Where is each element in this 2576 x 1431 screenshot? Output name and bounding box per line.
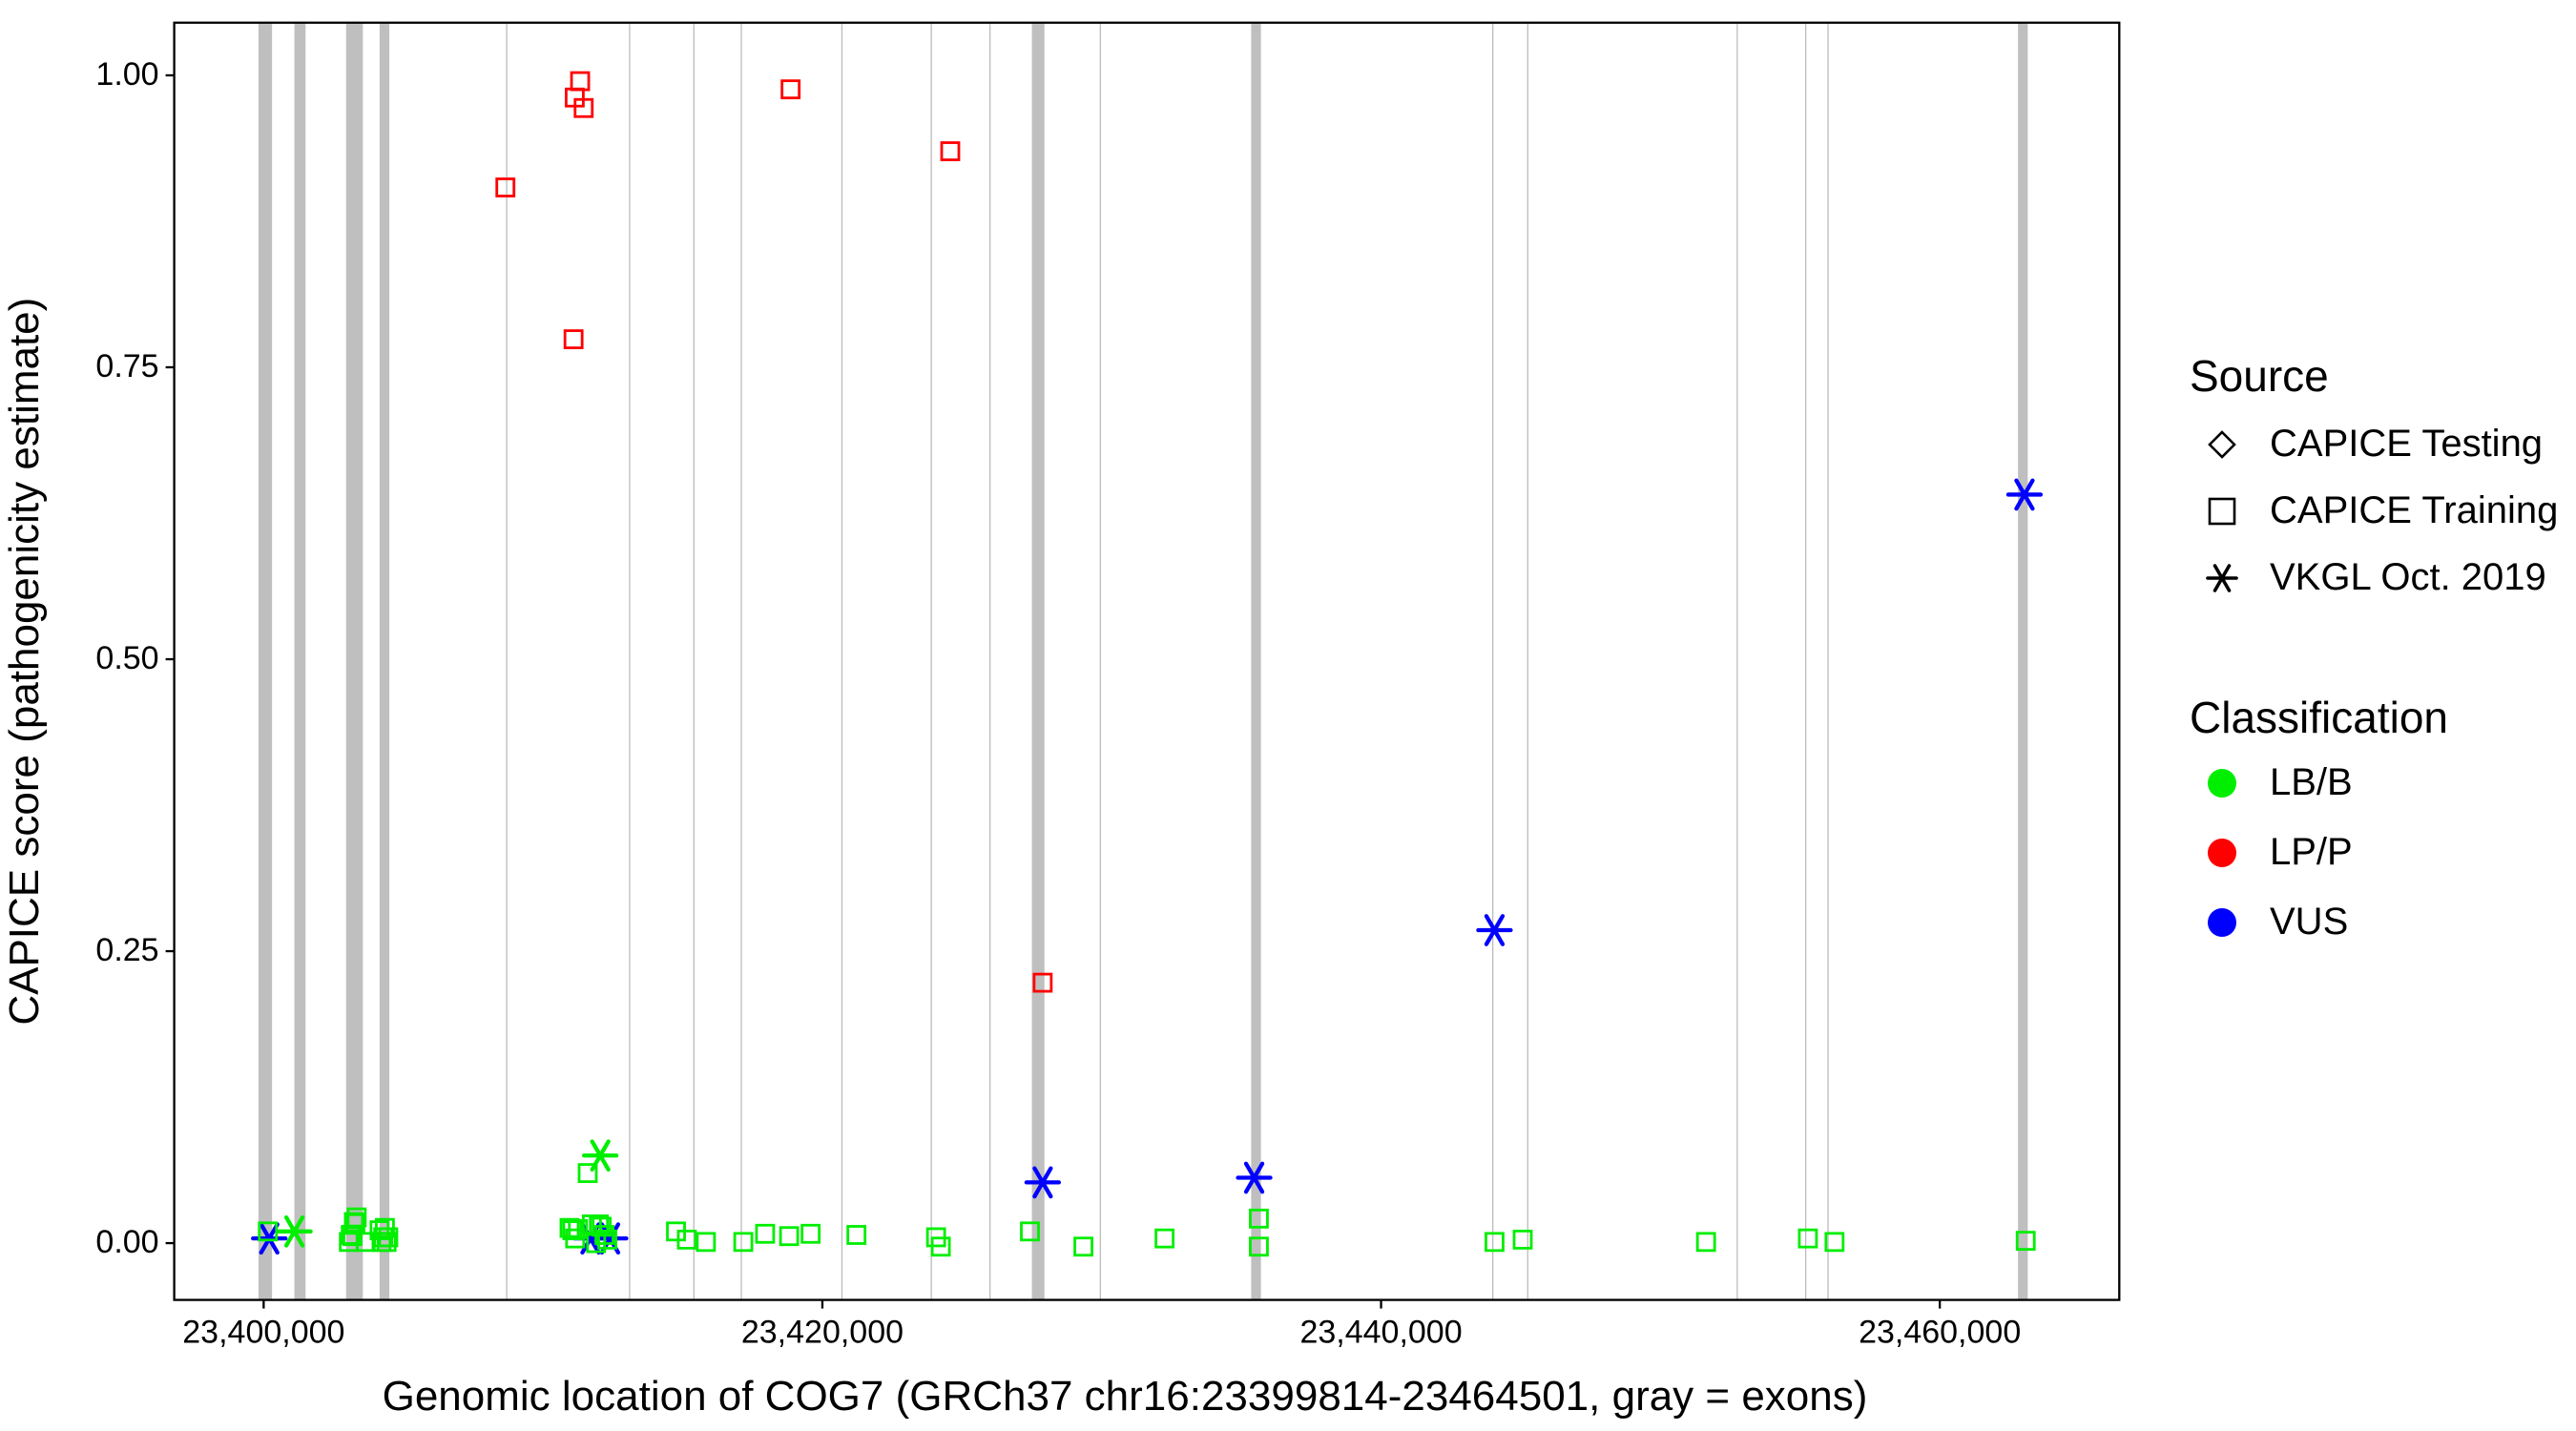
- svg-text:23,420,000: 23,420,000: [741, 1315, 904, 1351]
- svg-text:LP/P: LP/P: [2270, 831, 2353, 873]
- svg-text:Source: Source: [2190, 351, 2329, 401]
- svg-text:23,440,000: 23,440,000: [1299, 1315, 1462, 1351]
- svg-text:23,400,000: 23,400,000: [182, 1315, 344, 1351]
- svg-text:VKGL Oct. 2019: VKGL Oct. 2019: [2270, 556, 2546, 598]
- svg-text:23,460,000: 23,460,000: [1859, 1315, 2021, 1351]
- svg-text:0.50: 0.50: [95, 640, 158, 676]
- svg-text:CAPICE Testing: CAPICE Testing: [2270, 423, 2543, 465]
- svg-text:CAPICE score (pathogenicity es: CAPICE score (pathogenicity estimate): [1, 298, 48, 1026]
- svg-text:0.00: 0.00: [95, 1224, 158, 1260]
- svg-text:Classification: Classification: [2190, 693, 2448, 742]
- svg-text:Genomic location of COG7 (GRCh: Genomic location of COG7 (GRCh37 chr16:2…: [383, 1373, 1868, 1420]
- svg-text:1.00: 1.00: [95, 56, 158, 93]
- svg-text:CAPICE Training: CAPICE Training: [2270, 489, 2558, 531]
- svg-text:0.25: 0.25: [95, 932, 158, 968]
- svg-text:VUS: VUS: [2270, 901, 2348, 943]
- svg-text:0.75: 0.75: [95, 348, 158, 384]
- svg-text:LB/B: LB/B: [2270, 761, 2353, 803]
